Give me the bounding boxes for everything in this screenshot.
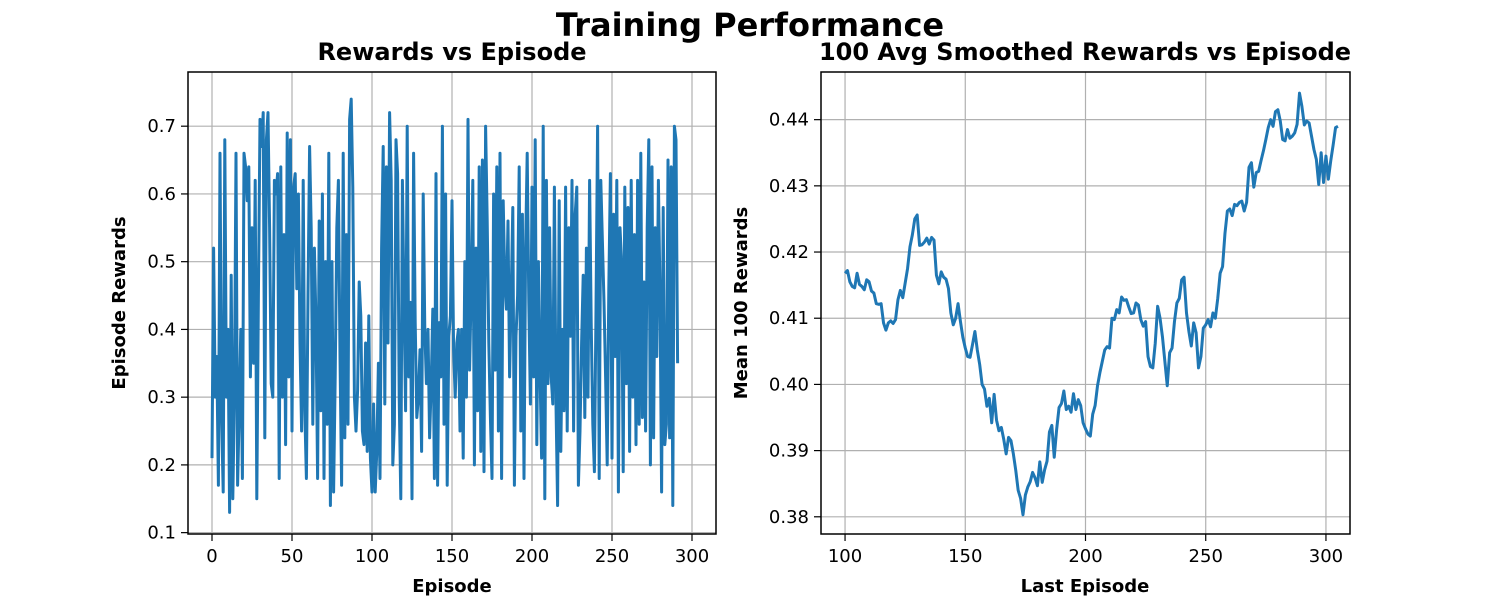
series-line-rewards — [210, 97, 680, 514]
plot-frame — [820, 71, 1351, 535]
panel-title: Rewards vs Episode — [317, 38, 586, 66]
y-tick-label: 0.38 — [769, 507, 809, 528]
y-tick-label: 0.40 — [769, 374, 809, 395]
x-tick-label: 100 — [828, 546, 862, 567]
y-tick-label: 0.44 — [769, 110, 809, 131]
y-tick-label: 0.4 — [147, 319, 176, 340]
axis-ticks: 0 50 100 150 200 250 300 0.1 0.2 0.3 0.4 0.5 0.6 0.7 — [147, 116, 709, 567]
y-tick-label: 0.3 — [147, 387, 176, 408]
x-tick-label: 50 — [281, 546, 304, 567]
y-axis-label: Episode Rewards — [109, 216, 130, 389]
y-tick-label: 0.41 — [769, 308, 809, 329]
x-tick-label: 100 — [355, 546, 389, 567]
x-tick-label: 150 — [948, 546, 982, 567]
x-tick-label: 150 — [435, 546, 469, 567]
y-tick-label: 0.1 — [147, 523, 176, 544]
figure-title: Training Performance — [555, 6, 945, 44]
y-tick-label: 0.42 — [769, 242, 809, 263]
y-tick-label: 0.7 — [147, 116, 176, 137]
x-tick-label: 200 — [1068, 546, 1102, 567]
x-tick-label: 250 — [1189, 546, 1223, 567]
gridlines — [821, 72, 1350, 534]
panel-smoothed-rewards: 100 Avg Smoothed Rewards vs Episode 100 1… — [731, 38, 1351, 597]
x-axis-label: Episode — [412, 576, 492, 597]
x-tick-label: 200 — [515, 546, 549, 567]
panel-rewards-vs-episode: Rewards vs Episode 0 50 100 150 200 250 300 0.1… — [109, 38, 717, 597]
plot-frame — [187, 71, 717, 535]
x-tick-label: 300 — [1309, 546, 1343, 567]
x-tick-label: 300 — [675, 546, 709, 567]
panel-title: 100 Avg Smoothed Rewards vs Episode — [819, 38, 1351, 66]
y-tick-label: 0.5 — [147, 252, 176, 273]
y-tick-label: 0.6 — [147, 184, 176, 205]
y-axis-label: Mean 100 Rewards — [731, 207, 752, 400]
x-tick-label: 250 — [595, 546, 629, 567]
series-line-mean-rewards — [843, 91, 1339, 517]
y-tick-label: 0.43 — [769, 176, 809, 197]
y-tick-label: 0.39 — [769, 441, 809, 462]
axis-ticks: 100 150 200 250 300 0.38 0.39 0.40 0.41 0.42 0.43 0… — [769, 110, 1343, 567]
y-tick-label: 0.2 — [147, 455, 176, 476]
x-tick-label: 0 — [206, 546, 217, 567]
x-axis-label: Last Episode — [1021, 576, 1150, 597]
